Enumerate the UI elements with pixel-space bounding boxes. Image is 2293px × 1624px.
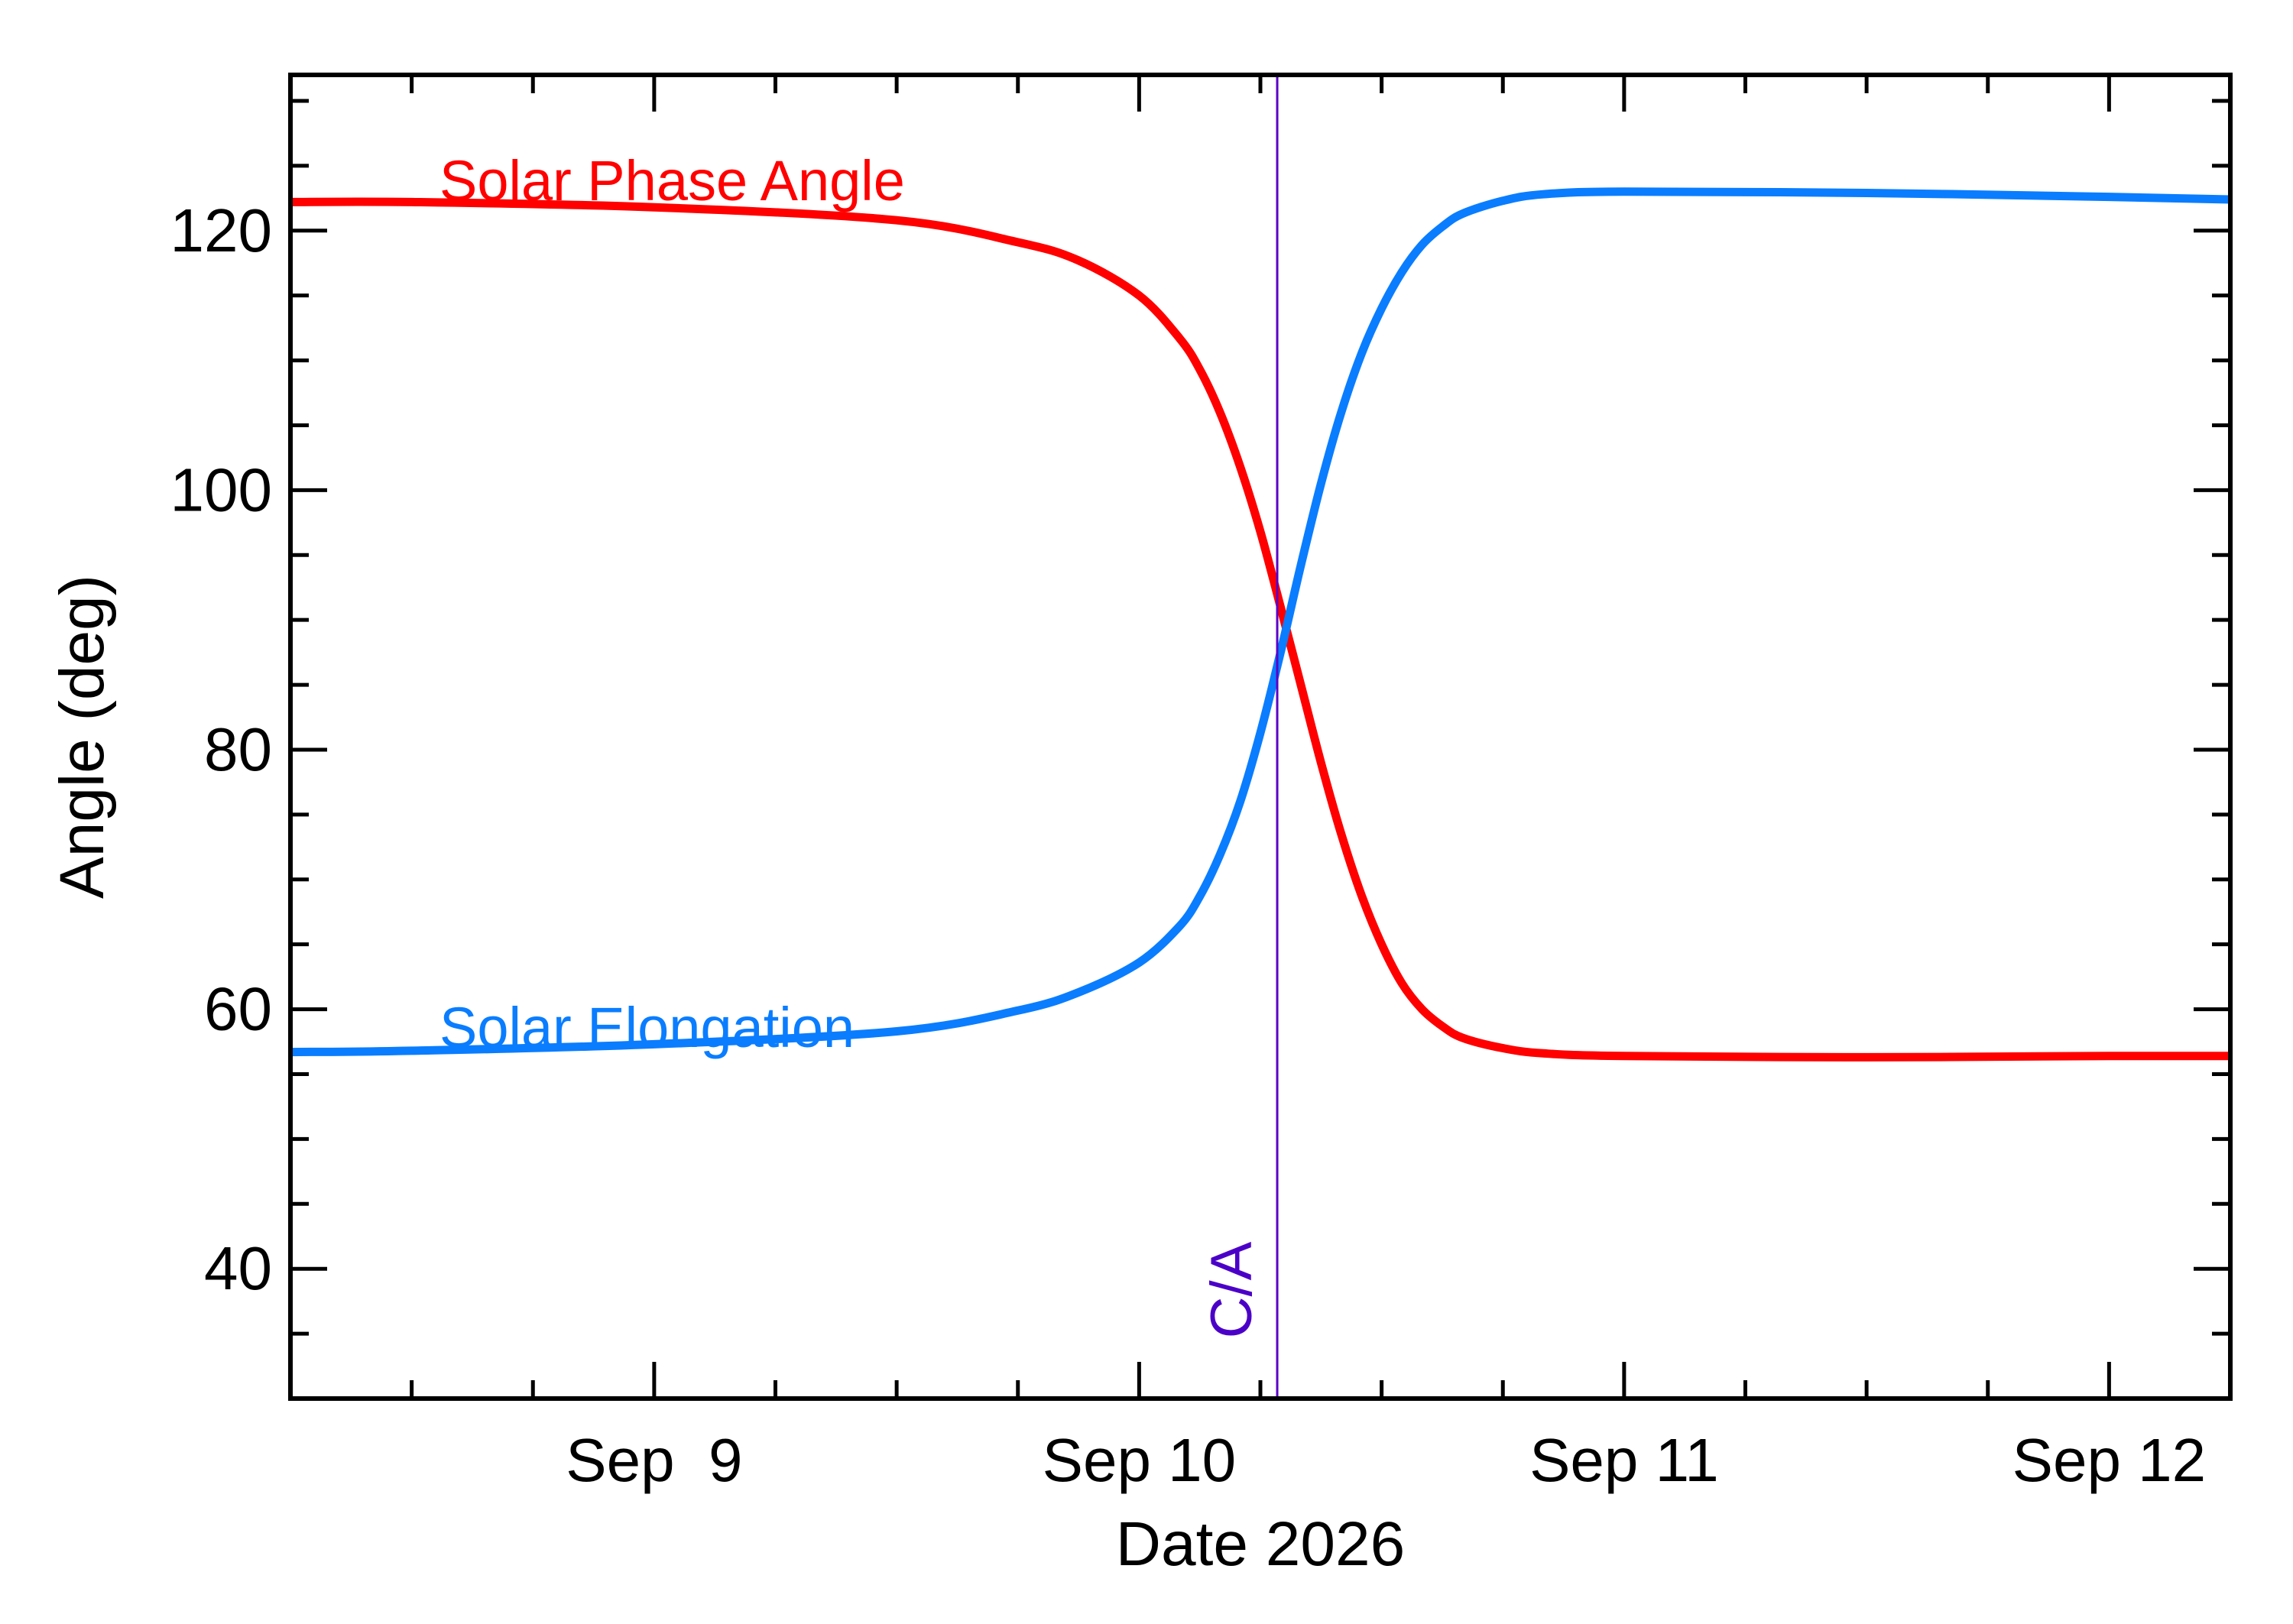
x-tick-label: Sep 9 — [566, 1426, 742, 1494]
legend-solar-elongation: Solar Elongation — [439, 996, 855, 1059]
closest-approach-label: C/A — [1199, 1241, 1264, 1338]
y-tick-label: 60 — [204, 975, 272, 1043]
series-line-solar-phase-angle — [290, 197, 2231, 1062]
x-axis-label: Date 2026 — [1116, 1509, 1405, 1579]
y-axis-label: Angle (deg) — [47, 575, 117, 899]
x-tick-label: Sep 10 — [1043, 1426, 1237, 1494]
legend-solar-phase-angle: Solar Phase Angle — [439, 149, 905, 212]
series-line-solar-elongation — [290, 187, 2231, 1057]
x-tick-label: Sep 11 — [1529, 1426, 1719, 1494]
tick-labels: 40 60 80 100 120 Sep 9 Sep 10 Sep 11 Sep 12 — [170, 196, 2207, 1494]
y-tick-label: 80 — [204, 715, 272, 783]
series-layer — [290, 187, 2231, 1062]
x-tick-label: Sep 12 — [2012, 1426, 2207, 1494]
y-tick-label: 100 — [170, 455, 272, 524]
axis-ticks — [288, 75, 2233, 1399]
y-tick-label: 120 — [170, 196, 272, 264]
plot-frame — [288, 73, 2233, 1401]
y-tick-label: 40 — [204, 1234, 272, 1302]
